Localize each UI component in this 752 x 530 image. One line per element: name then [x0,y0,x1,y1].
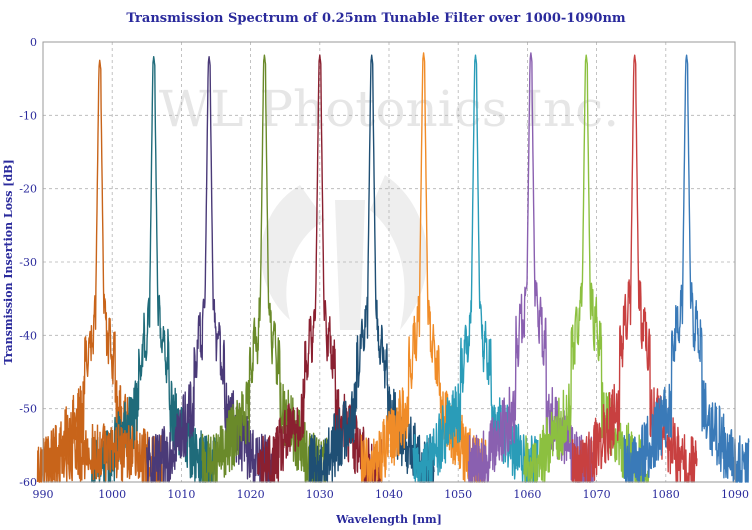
x-tick-label: 1040 [375,488,403,501]
series-line [146,56,273,483]
x-tick-label: 1030 [306,488,334,501]
series-line [412,54,539,483]
y-tick-label: -10 [19,109,37,122]
x-axis-ticks: 990 1000 1010 1020 1030 1040 1050 1060 1070 1080 1… [33,488,750,501]
watermark-logo [261,175,428,330]
x-tick-label: 1090 [721,488,749,501]
x-tick-label: 990 [33,488,54,501]
series-line [623,54,750,483]
y-tick-label: -50 [19,403,37,416]
x-tick-label: 1050 [444,488,472,501]
y-axis-ticks: 0 -10 -20 -30 -40 -50 -60 [19,36,37,489]
series-line [360,52,487,483]
x-tick-label: 1080 [652,488,680,501]
x-tick-label: 1070 [583,488,611,501]
x-tick-label: 1020 [237,488,265,501]
series-line [308,54,435,483]
y-axis-label: Transmission Insertion Loss [dB] [2,159,15,364]
plot-area: WL Photonics Inc. [36,41,750,483]
x-tick-label: 1060 [513,488,541,501]
x-tick-label: 1000 [98,488,126,501]
y-tick-label: 0 [30,36,37,49]
series-line [467,52,594,483]
y-tick-label: -30 [19,256,37,269]
y-tick-label: -20 [19,183,37,196]
plot-border [42,41,736,483]
x-tick-label: 1010 [167,488,195,501]
x-axis-label: Wavelength [nm] [335,513,442,526]
y-tick-label: -40 [19,329,37,342]
chart-title: Transmission Spectrum of 0.25nm Tunable … [126,11,626,26]
series-noise-floor [43,423,134,483]
y-tick-label: -60 [19,476,37,489]
